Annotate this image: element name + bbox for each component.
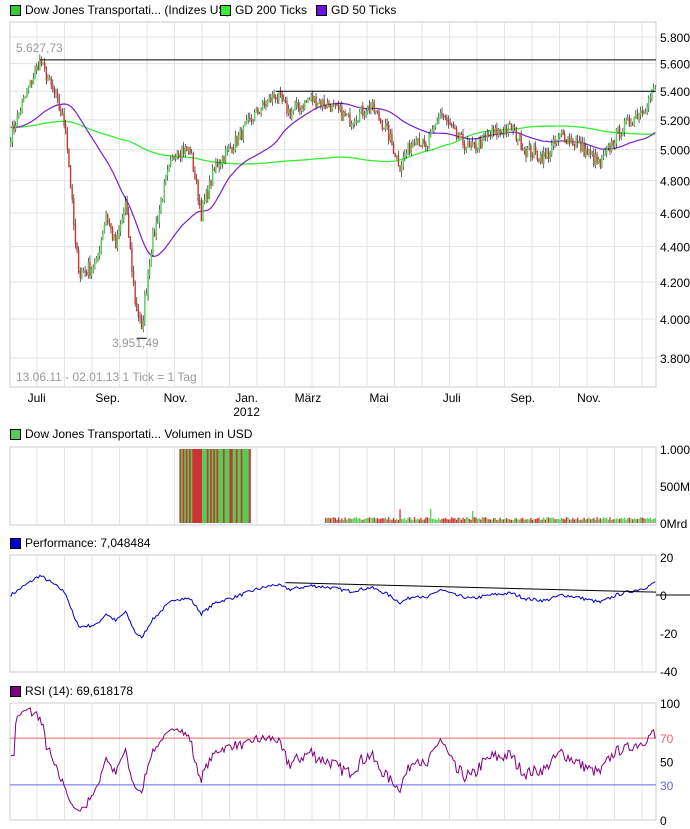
y-tick-label: 5.600 [660, 58, 690, 72]
legend-label: Dow Jones Transportati... Volumen in USD [25, 427, 253, 441]
legend-label: RSI (14): 69,618178 [25, 684, 134, 698]
legend-swatch [10, 4, 21, 16]
y-tick-label: 500M [660, 480, 690, 494]
y-tick-label: 50 [660, 756, 674, 770]
panel-frame [9, 446, 657, 526]
legend-swatch [10, 428, 21, 440]
legend-label: GD 50 Ticks [331, 3, 397, 17]
legend-swatch [316, 4, 327, 16]
period-label: 13.06.11 - 02.01.13 1 Tick = 1 Tag [16, 370, 197, 384]
y-tick-label: 0Mrd [660, 517, 687, 531]
gd200-line [10, 120, 656, 165]
panel-frame [9, 554, 657, 673]
panel-frame [9, 702, 657, 821]
legend-main: Dow Jones Transportati... (Indizes US) [10, 3, 230, 17]
y-tick-label: 70 [660, 732, 674, 746]
legend-performance: Performance: 7,048484 [10, 536, 150, 550]
y-tick-label: 5.200 [660, 114, 690, 128]
legend-swatch [10, 685, 21, 697]
y-tick-label: 0 [660, 814, 667, 828]
legend-label: Performance: 7,048484 [25, 536, 151, 550]
y-tick-label: 5.000 [660, 144, 690, 158]
y-tick-label: 100 [660, 697, 680, 711]
y-tick-label: 4.600 [660, 207, 690, 221]
legend-gd50: GD 50 Ticks [316, 3, 396, 17]
legend-gd200: GD 200 Ticks [220, 3, 307, 17]
x-tick-label: Nov. [164, 391, 188, 405]
y-tick-label: 30 [660, 779, 674, 793]
x-tick-label: Mai [369, 391, 388, 405]
y-tick-label: 3.800 [660, 352, 690, 366]
rsi-line [10, 707, 656, 812]
panel-frame [9, 21, 657, 388]
legend-rsi: RSI (14): 69,618178 [10, 684, 133, 698]
performance-trend-line [285, 582, 657, 593]
x-tick-label: Sep. [95, 391, 120, 405]
x-tick-label: Juli [443, 391, 461, 405]
y-tick-label: 4.200 [660, 276, 690, 290]
legend-swatch [220, 4, 231, 16]
y-tick-label: 5.800 [660, 31, 690, 45]
x-tick-label: Juli [28, 391, 46, 405]
y-tick-label: 0 [660, 589, 667, 603]
max-label: 5.627,73 [16, 41, 63, 55]
x-tick-label: Nov. [577, 391, 601, 405]
legend-swatch [10, 537, 21, 549]
x-tick-label: Jan. [235, 391, 258, 405]
y-tick-label: 4.000 [660, 313, 690, 327]
performance-line [10, 574, 656, 639]
y-tick-label: 20 [660, 551, 674, 565]
y-tick-label: 4.400 [660, 241, 690, 255]
y-tick-label: -20 [660, 627, 678, 641]
x-tick-label: Sep. [510, 391, 535, 405]
min-label: 3.951,49 [112, 336, 159, 350]
x-tick-label: März [295, 391, 322, 405]
y-tick-label: -40 [660, 665, 678, 679]
legend-label: GD 200 Ticks [235, 3, 308, 17]
legend-volume: Dow Jones Transportati... Volumen in USD [10, 427, 252, 441]
x-tick-sublabel: 2012 [233, 405, 260, 419]
y-tick-label: 5.400 [660, 85, 690, 99]
y-tick-label: 4.800 [660, 175, 690, 189]
gd50-line [10, 102, 656, 257]
legend-label: Dow Jones Transportati... (Indizes US) [25, 3, 231, 17]
y-tick-label: 1.000 [660, 443, 690, 457]
